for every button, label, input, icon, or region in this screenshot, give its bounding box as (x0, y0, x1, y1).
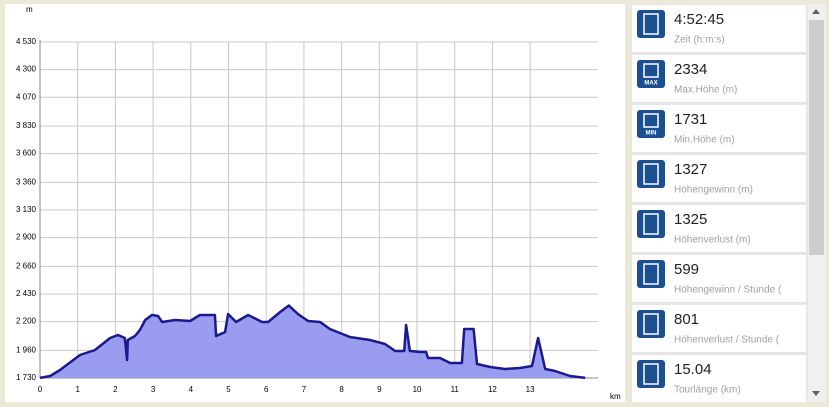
stat-icon-glyph (643, 163, 659, 185)
y-tick-label: 2 200 (16, 317, 37, 326)
stat-label: Höhengewinn (m) (674, 185, 753, 196)
y-tick-label: 2 900 (16, 233, 37, 242)
stat-icon-text: MAX (644, 81, 657, 87)
stat-label: Zeit (h:m:s) (674, 35, 725, 46)
y-tick-label: 4 070 (16, 92, 37, 101)
y-tick-label: 3 360 (16, 178, 37, 187)
stat-label: Höhenverlust / Stunde ( (674, 335, 780, 346)
x-axis-label: km (610, 392, 621, 401)
stat-value: 15.04 (674, 361, 712, 378)
y-tick-label: 3 600 (16, 149, 37, 158)
y-tick-label: 1 730 (16, 373, 37, 382)
stat-value: 1327 (674, 161, 707, 178)
x-tick-label: 9 (377, 385, 382, 394)
stat-label: Tourlänge (km) (674, 385, 741, 396)
stat-value: 599 (674, 261, 699, 278)
area (40, 305, 586, 378)
stat-icon-glyph (643, 213, 659, 235)
stat-value: 1325 (674, 211, 707, 228)
stat-icon-glyph (643, 363, 659, 385)
scroll-down[interactable] (812, 391, 820, 396)
x-tick-label: 12 (488, 385, 497, 394)
stat-icon-glyph (643, 113, 659, 128)
stat-label: Höhenverlust (m) (674, 235, 751, 246)
stat-icon-glyph (643, 13, 659, 35)
x-tick-label: 0 (38, 385, 43, 394)
scroll-thumb[interactable] (809, 20, 824, 255)
y-tick-label: 3 130 (16, 205, 37, 214)
x-tick-label: 1 (75, 385, 80, 394)
x-tick-label: 3 (151, 385, 156, 394)
x-tick-label: 8 (339, 385, 344, 394)
y-axis-label: m (26, 5, 33, 14)
x-tick-label: 7 (302, 385, 307, 394)
stat-label: Höhengewinn / Stunde ( (674, 285, 782, 296)
stat-label: Max.Höhe (m) (674, 85, 737, 96)
x-tick-label: 2 (113, 385, 118, 394)
y-tick-label: 2 430 (16, 289, 37, 298)
stat-value: 1731 (674, 111, 707, 128)
stat-value: 4:52:45 (674, 11, 724, 28)
line (39, 304, 586, 380)
x-tick-label: 11 (451, 385, 460, 394)
x-tick-label: 4 (189, 385, 194, 394)
x-tick-label: 6 (264, 385, 269, 394)
stat-icon-text: MIN (646, 131, 657, 137)
x-tick-label: 10 (413, 385, 422, 394)
stat-label: Min.Höhe (m) (674, 135, 735, 146)
x-tick-label: 5 (226, 385, 231, 394)
stat-value: 2334 (674, 61, 707, 78)
stat-icon-glyph (643, 313, 659, 335)
scroll-up[interactable] (812, 9, 820, 14)
y-tick-label: 3 830 (16, 121, 37, 130)
stat-value: 801 (674, 311, 699, 328)
y-tick-label: 4 530 (16, 37, 37, 46)
x-tick-label: 13 (526, 385, 535, 394)
y-tick-label: 4 300 (16, 65, 37, 74)
y-tick-label: 2 660 (16, 262, 37, 271)
y-tick-label: 1 960 (16, 346, 37, 355)
stat-icon-glyph (643, 263, 659, 285)
stat-icon-glyph (643, 63, 659, 78)
